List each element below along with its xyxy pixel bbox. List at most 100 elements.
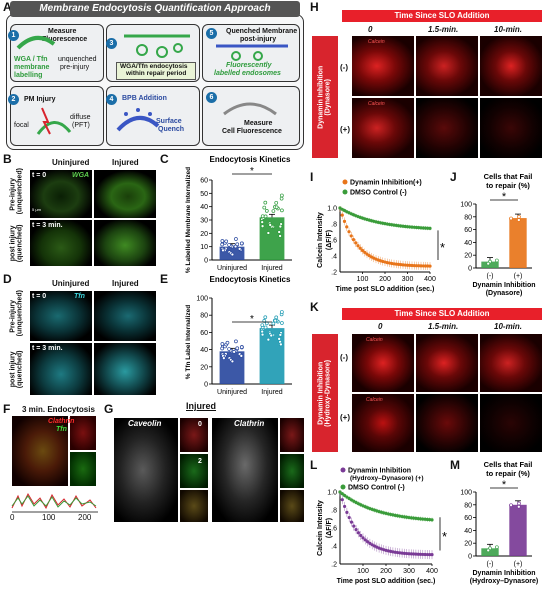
data-point xyxy=(517,214,521,219)
series-1-point xyxy=(343,493,347,498)
panel-label-d: D xyxy=(3,272,12,286)
series-0-point xyxy=(345,510,349,514)
step-4-sq1: Surface xyxy=(156,118,182,125)
b-col-injured: Injured xyxy=(112,158,139,167)
step-3-number: 3 xyxy=(106,38,117,49)
y-tick-label: 80 xyxy=(464,502,472,509)
data-point xyxy=(220,239,225,243)
data-point xyxy=(260,214,265,219)
y-tick-label: .2 xyxy=(331,270,337,277)
data-point xyxy=(239,345,244,349)
step-2-focal: focal xyxy=(14,122,29,129)
panel-label-l: L xyxy=(310,458,318,472)
g-inset-cav-3 xyxy=(180,490,208,522)
data-point xyxy=(263,200,268,205)
h-micro-plus-0 xyxy=(352,98,414,158)
data-point xyxy=(239,354,244,358)
g-inset-cla-1 xyxy=(280,418,304,452)
series-0-point xyxy=(356,531,360,535)
panel-label-h: H xyxy=(310,0,319,14)
data-point xyxy=(225,340,230,345)
legend-1-label: Dynamin Inhibition xyxy=(348,468,411,475)
step-5-g1: Fluorescently xyxy=(226,62,272,69)
series-0-point xyxy=(430,553,434,557)
y-tick-label: 100 xyxy=(460,202,472,209)
series-0-point xyxy=(405,551,409,556)
step-5-box xyxy=(202,24,300,82)
y-tick-label: 60 xyxy=(464,515,472,522)
y-tick-label: .4 xyxy=(331,254,337,261)
data-point xyxy=(263,325,268,330)
data-point xyxy=(224,239,229,244)
bar-0 xyxy=(481,261,499,268)
series-1-point xyxy=(345,495,349,499)
legend-2-marker xyxy=(340,484,346,490)
x-tick-label-0: (-) xyxy=(487,273,494,280)
step-4-label: BPB Addition xyxy=(122,95,167,102)
h-time-2: 10-min. xyxy=(494,25,523,34)
x-axis-label: Time post SLO addition (sec.) xyxy=(336,286,435,293)
data-point xyxy=(509,216,513,221)
h-calcein-2: Calcein xyxy=(368,101,385,107)
g-inset-cla-3 xyxy=(280,490,304,522)
y-tick-label: 0 xyxy=(468,554,472,561)
data-point xyxy=(263,214,268,219)
y-tick-label: 1.0 xyxy=(327,206,337,213)
step-6-cell-illustration xyxy=(223,102,277,116)
series-0-point xyxy=(345,225,349,229)
bar-0 xyxy=(481,548,499,556)
data-point xyxy=(278,224,283,229)
data-point xyxy=(266,231,271,235)
panel-label-m: M xyxy=(450,458,460,472)
y-tick-label: 80 xyxy=(200,313,208,320)
data-point xyxy=(260,220,265,224)
y-tick-label: 60 xyxy=(200,178,208,185)
g-injured: Injured xyxy=(186,401,217,411)
k-micro-plus-1 xyxy=(416,394,478,452)
series-0-point xyxy=(351,238,356,242)
chart-i: 1.0 .8 .6 .4 .2 100 200 300 400 Calcein Intensity… xyxy=(317,179,445,293)
series-0-point xyxy=(425,552,429,557)
data-point xyxy=(486,548,491,553)
step-1-top: Measure xyxy=(48,28,77,35)
data-point xyxy=(274,200,279,205)
data-point xyxy=(280,310,284,314)
h-micro-plus-1 xyxy=(416,98,478,158)
significance-star: * xyxy=(442,529,447,544)
chart-title: Cells that Fail xyxy=(484,172,533,181)
legend-2-label: DMSO Control (-) xyxy=(348,485,405,492)
x-tick-label: 400 xyxy=(426,568,438,575)
data-point xyxy=(486,261,491,266)
k-calcein-1: Calcein xyxy=(366,337,383,343)
g-micro-caveolin xyxy=(114,418,178,522)
data-point xyxy=(517,501,521,506)
series-1-point xyxy=(423,517,427,521)
series-0-point xyxy=(363,538,367,542)
data-point xyxy=(280,193,284,198)
data-point xyxy=(230,359,235,364)
step-4-quench-illustration xyxy=(116,108,160,132)
y-tick-label: 20 xyxy=(464,253,472,260)
series-0-point xyxy=(409,552,413,556)
d-micro-uninjured-post xyxy=(30,343,92,395)
data-point xyxy=(280,208,284,213)
h-minus: (-) xyxy=(340,63,348,72)
series-0-point xyxy=(428,553,432,557)
g-inset-cav-1 xyxy=(180,418,208,452)
significance-star: * xyxy=(250,314,254,325)
data-point xyxy=(268,223,273,227)
step-2-injury-illustration xyxy=(36,107,72,135)
g-inset-cla-2 xyxy=(280,454,304,488)
step-4-number: 4 xyxy=(106,94,117,105)
k-side-label: Dynamin Inhibition (Hydroxy-Dynasore) xyxy=(317,359,332,427)
series-0-point xyxy=(340,213,344,217)
y-tick-label: 40 xyxy=(200,347,208,354)
y-tick-label: .6 xyxy=(331,238,337,245)
x-tick-label: 400 xyxy=(424,276,436,283)
d-row2-label: post injury (quenched) xyxy=(9,350,24,389)
x-tick-label: 300 xyxy=(403,568,415,575)
step-2-pft: (PFT) xyxy=(72,122,90,129)
series-0-point xyxy=(419,264,423,268)
step-1-label2: membrane xyxy=(14,64,50,71)
data-point xyxy=(260,332,265,337)
